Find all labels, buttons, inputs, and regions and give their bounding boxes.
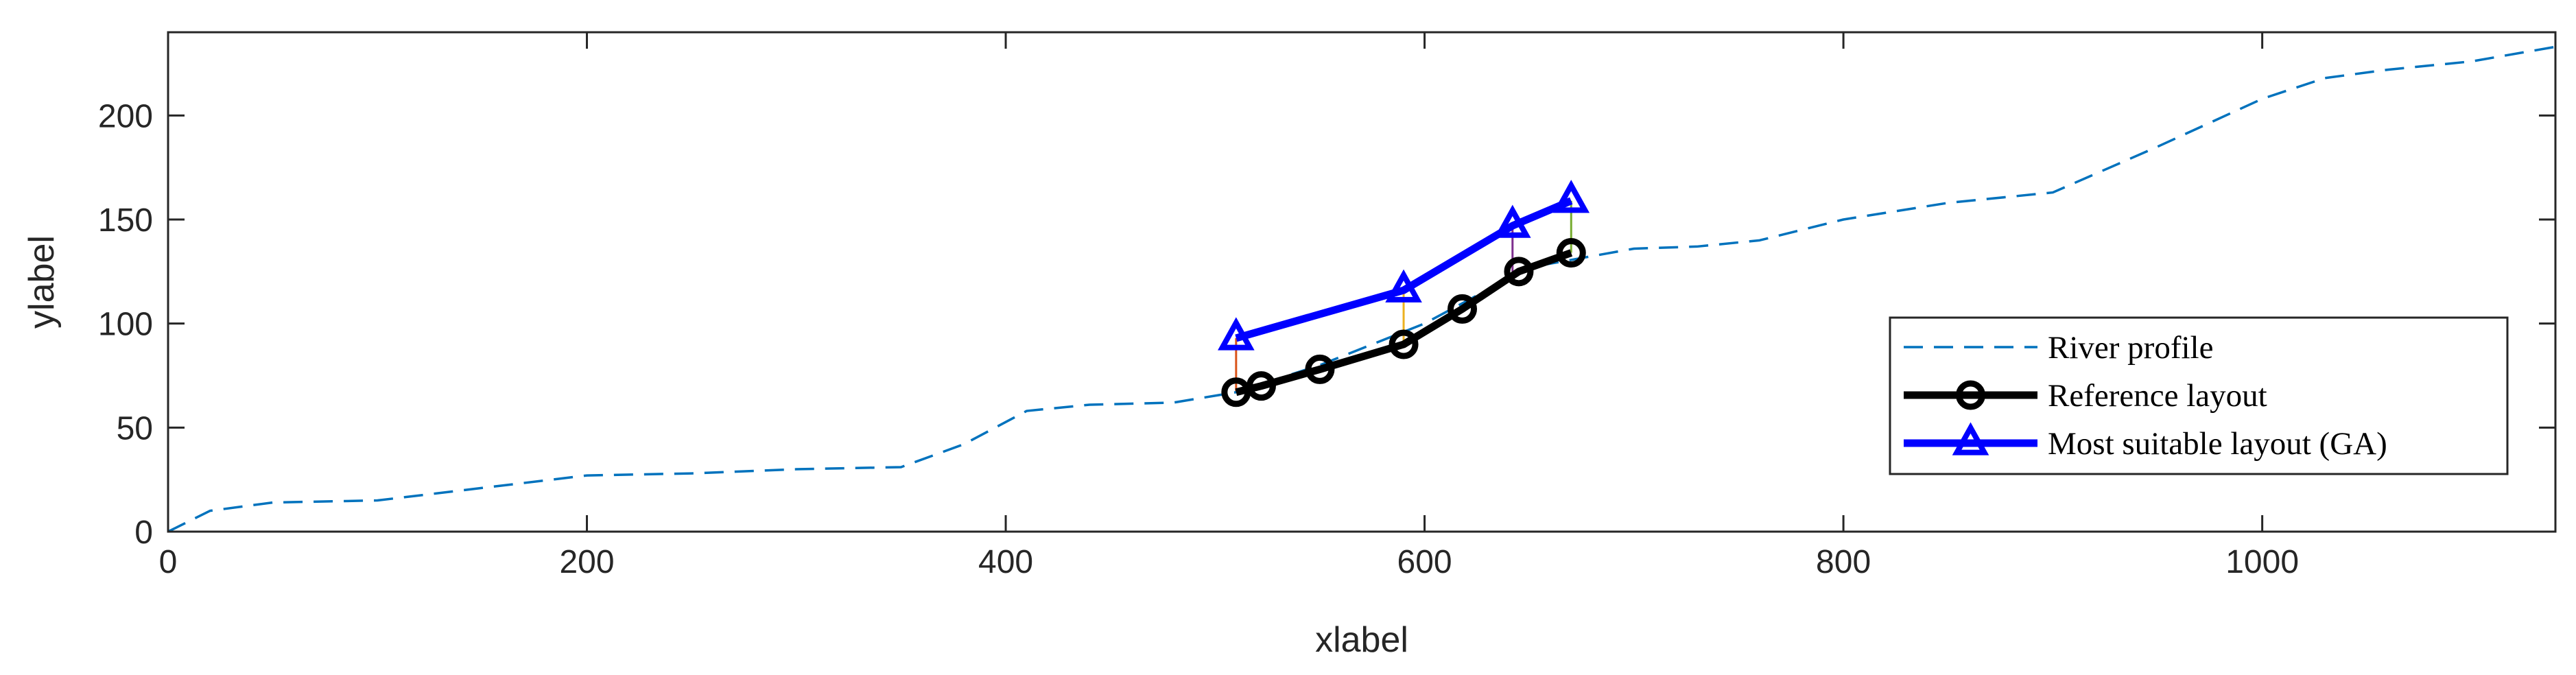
axes-box [167, 31, 2557, 533]
circle-marker [1556, 238, 1586, 268]
y-tick-label: 200 [98, 98, 153, 134]
circle-marker [1221, 377, 1251, 407]
x-tick-label: 600 [1397, 544, 1452, 580]
legend: River profile Reference layout Most suitab… [1889, 316, 2509, 475]
y-tick-label: 50 [117, 410, 153, 447]
circle-marker [1389, 329, 1419, 359]
legend-entry-label: Reference layout [2048, 378, 2267, 414]
x-tick-label: 1000 [2225, 544, 2299, 580]
plot-area [167, 45, 2556, 533]
y-axis-title: ylabel [22, 235, 62, 329]
circle-marker [1447, 294, 1478, 324]
series-river-profile [167, 45, 2556, 533]
triangle-marker [1385, 269, 1422, 303]
series-reference-layout [1221, 238, 1586, 407]
x-tick-label: 0 [159, 544, 178, 580]
circle-marker [1956, 380, 1985, 410]
circle-marker [1305, 354, 1335, 384]
series-line [167, 45, 2556, 533]
x-tick-label: 800 [1816, 544, 1871, 580]
circle-marker [1504, 257, 1534, 287]
x-axis-title: xlabel [1315, 620, 1408, 660]
series-line [1235, 197, 1573, 342]
legend-entry-label: Most suitable layout (GA) [2048, 426, 2387, 462]
x-tick-label: 400 [978, 544, 1033, 580]
series-line [1235, 249, 1573, 396]
y-tick-label: 0 [134, 514, 153, 551]
triangle-marker [1552, 180, 1590, 213]
y-tick-label: 150 [98, 202, 153, 239]
legend-entry-label: River profile [2048, 330, 2213, 366]
series-most-suitable-layout-ga [1218, 180, 1590, 351]
triangle-marker [1493, 204, 1531, 238]
circle-marker [1246, 371, 1276, 401]
triangle-marker [1218, 317, 1255, 351]
axis-ticks: 0 200 400 600 800 1000 0 50 100 150 200 [98, 32, 2555, 580]
y-tick-label: 100 [98, 307, 153, 343]
x-tick-label: 200 [559, 544, 614, 580]
triangle-marker [1952, 422, 1989, 455]
